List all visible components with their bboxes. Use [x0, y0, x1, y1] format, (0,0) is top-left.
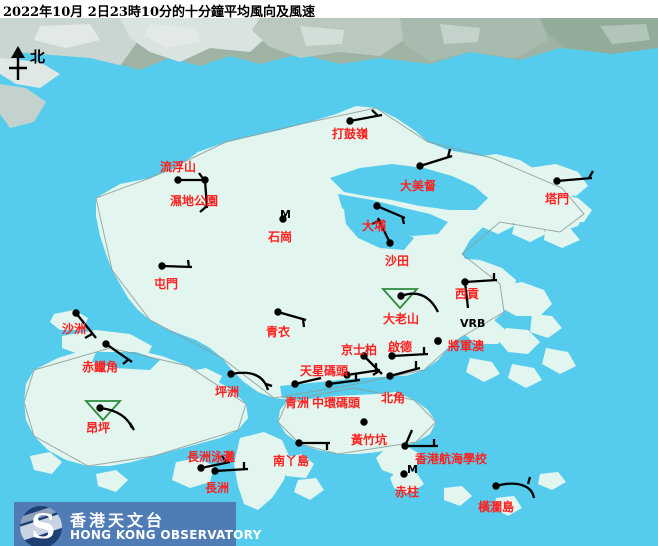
wind-barb-cheung-chau	[211, 462, 249, 475]
wind-barb-tap-mun	[553, 170, 594, 185]
page-title: 2022年10月 2日23時10分的十分鐘平均風向及風速	[3, 5, 316, 20]
station-name-label: 屯門	[154, 277, 179, 291]
station-name-label: 天星碼頭	[300, 364, 349, 378]
wind-barb-ta-kwu-ling	[346, 109, 383, 125]
wind-barb-tates-cairn	[380, 288, 440, 313]
map-canvas[interactable]: 北 打鼓嶺流浮山濕地公園 大美督塔門 M 石崗 大埔沙田屯門西貢沙洲 大老山青衣赤鱲角 京士…	[0, 18, 658, 546]
wind-barb-sha-tin	[371, 217, 394, 247]
station-name-label: 啟德	[388, 340, 413, 354]
station-name-label: 沙洲	[62, 322, 87, 336]
wind-barb-sha-chau	[72, 309, 97, 339]
wind-barbs	[72, 109, 594, 499]
station-name-label: 沙田	[385, 254, 410, 268]
wind-barb-wetland-park	[199, 176, 209, 213]
small-islands	[30, 310, 566, 516]
station-name-label: 青衣	[266, 325, 291, 339]
compass-rose: 北	[4, 40, 56, 84]
station-dot-wong-chuk-hang	[360, 418, 368, 426]
station-name-label: 赤柱	[395, 485, 420, 499]
wind-barb-lamma-island	[295, 439, 330, 450]
compass-north-label: 北	[30, 48, 46, 66]
wind-barb-central-pier	[325, 373, 361, 388]
wind-barb-cheung-chau-beach	[197, 455, 231, 472]
victoria-harbour	[280, 370, 452, 400]
station-dot-tseung-kwan-o	[434, 337, 442, 345]
wind-barb-sai-kung	[461, 273, 498, 309]
station-code-label: M	[407, 463, 418, 476]
station-name-label: 赤鱲角	[82, 360, 119, 374]
deep-bay	[14, 52, 196, 118]
hko-globe-icon: S	[20, 506, 62, 546]
wind-barb-waglan-island	[492, 476, 536, 499]
station-name-label: 打鼓嶺	[332, 127, 369, 141]
station-name-label: 昂坪	[86, 421, 111, 435]
station-dot-shek-kong	[279, 215, 287, 223]
station-name-label: 南丫島	[273, 454, 310, 468]
hk-landmass	[96, 106, 584, 400]
coastline	[23, 107, 585, 467]
hko-s-mark: S	[31, 507, 56, 546]
station-name-label: 京士柏	[341, 343, 378, 357]
station-name-label: 將軍澳	[448, 339, 485, 353]
station-name-label: 橫瀾島	[478, 500, 515, 514]
hko-name-english: HONG KONG OBSERVATORY	[70, 528, 262, 542]
station-name-label: 長洲	[205, 481, 230, 495]
station-name-label: 黃竹坑	[351, 433, 388, 447]
wind-barb-chek-lap-kok	[102, 340, 133, 365]
station-code-label: M	[280, 208, 291, 221]
map-graphics	[0, 18, 658, 546]
wind-barb-tai-mei-tuk	[416, 148, 453, 170]
station-code-label: VRB	[460, 317, 486, 330]
wind-barb-kai-tak	[388, 347, 429, 360]
station-name-label: 中環碼頭	[312, 396, 361, 410]
tolo-harbour	[330, 164, 488, 210]
wind-barb-hk-sea-school	[401, 429, 438, 450]
wind-barb-tai-po	[373, 202, 406, 225]
wind-barb-tsing-yi	[274, 308, 307, 328]
station-name-label: 長洲泳灘	[187, 450, 236, 464]
station-name-label: 青洲	[285, 396, 310, 410]
station-dot-stanley	[400, 470, 408, 478]
station-name-label: 坪洲	[215, 385, 240, 399]
mainland-landmass	[0, 18, 658, 76]
station-name-label: 塔門	[545, 192, 570, 206]
wind-barb-north-point	[386, 361, 421, 380]
station-name-label: 西貢	[455, 287, 480, 301]
station-name-label: 流浮山	[160, 160, 197, 174]
hko-logo: S 香港天文台 HONG KONG OBSERVATORY	[14, 502, 261, 546]
wind-barb-green-island	[291, 376, 322, 388]
ne-islands	[470, 154, 592, 248]
station-name-label: 香港航海學校	[415, 452, 488, 466]
station-name-label: 大埔	[362, 219, 387, 233]
wind-barb-peng-chau	[227, 370, 273, 391]
sai-kung	[428, 258, 576, 388]
hong-kong-island	[278, 388, 436, 454]
station-name-label: 北角	[381, 391, 406, 405]
station-name-label: 石崗	[268, 230, 293, 244]
stanley-peninsula	[376, 446, 420, 476]
hko-name-chinese: 香港天文台	[70, 511, 166, 530]
wind-barb-tuen-mun	[158, 259, 193, 270]
station-name-label: 大美督	[400, 179, 437, 193]
title-bar: 2022年10月 2日23時10分的十分鐘平均風向及風速	[0, 0, 658, 20]
wind-barb-star-ferry	[343, 363, 381, 379]
station-name-label: 濕地公園	[170, 194, 219, 208]
wind-barb-ngong-ping	[83, 400, 135, 431]
station-name-label: 大老山	[383, 312, 420, 326]
north-arrow-icon	[9, 46, 27, 80]
